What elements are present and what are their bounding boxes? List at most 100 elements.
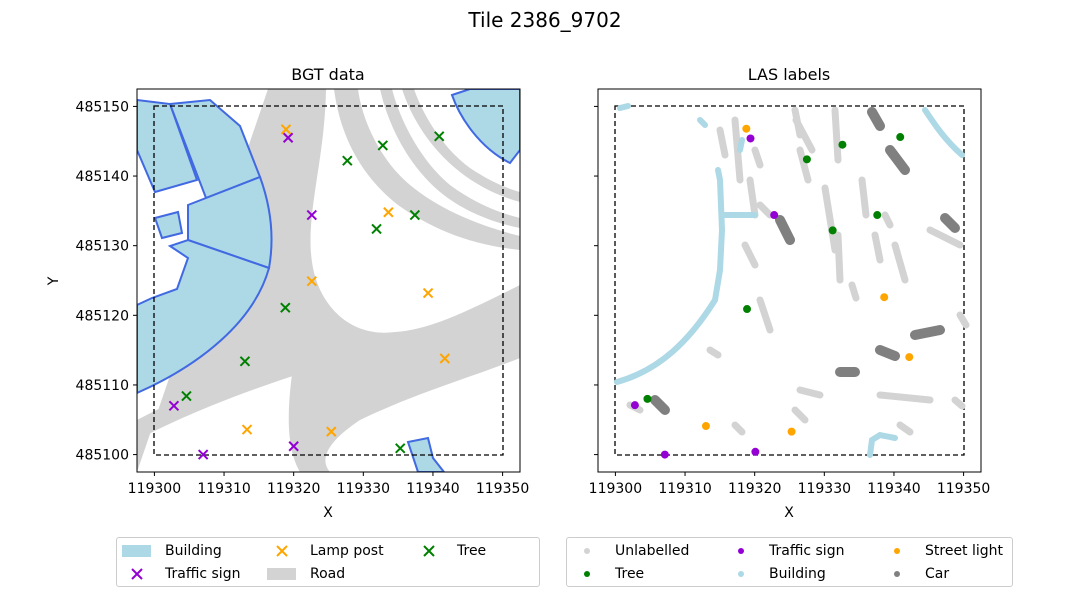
lamp-post-marker <box>422 287 434 299</box>
tree-marker <box>280 302 291 313</box>
tree-marker <box>434 131 445 142</box>
road-curve-3 <box>402 89 520 202</box>
legend-label: Building <box>165 543 222 559</box>
traffic-sign-point <box>630 401 639 410</box>
x-tick-label: 119340 <box>867 481 920 497</box>
tree-point <box>743 305 752 314</box>
street-light-point <box>742 124 751 133</box>
las-xlabel: X <box>784 505 794 521</box>
bgt-panel: BGT data 119300 119310 119320 119330 119340 1… <box>46 65 529 521</box>
figure-title: Tile 2386_9702 <box>467 8 621 32</box>
legend-swatch <box>131 568 143 580</box>
street-light-point <box>787 427 796 436</box>
bgt-building-layer <box>137 89 520 472</box>
y-tick-label: 485150 <box>76 99 129 115</box>
legend-label: Traffic sign <box>165 566 241 582</box>
las-title: LAS labels <box>748 65 831 84</box>
tree-point <box>896 133 905 142</box>
tree-marker <box>409 209 421 221</box>
y-tick-label: 485130 <box>76 239 129 255</box>
las-point-clusters <box>614 103 970 458</box>
legend-swatch <box>584 548 590 554</box>
building-polygon <box>137 98 199 194</box>
legend-swatch <box>894 571 900 577</box>
legend-label: Traffic sign <box>769 543 845 559</box>
legend-swatch <box>738 548 744 554</box>
tree-point <box>802 155 811 164</box>
x-tick-label: 119330 <box>798 481 851 497</box>
traffic-sign-point <box>746 134 755 143</box>
y-tick-label: 485100 <box>76 448 129 464</box>
x-tick-label: 119320 <box>267 481 320 497</box>
lamp-post-marker <box>241 424 253 435</box>
street-light-point <box>880 293 889 302</box>
tree-marker <box>181 390 192 402</box>
legend-swatch <box>584 571 590 577</box>
y-tick-label: 485110 <box>76 378 129 394</box>
legend-swatch <box>738 571 744 577</box>
bgt-markers <box>168 124 451 460</box>
tree-marker <box>342 155 353 166</box>
lamp-post-marker <box>280 124 292 135</box>
las-legend: Unlabelled Tree Traffic sign Building Street… <box>566 537 1013 587</box>
x-tick-label: 119310 <box>197 481 250 497</box>
bgt-ticks: 119300 119310 119320 119330 119340 119350 4851… <box>76 99 530 497</box>
lamp-post-marker <box>439 353 451 364</box>
building-polygon <box>137 238 271 395</box>
traffic-sign-marker <box>282 132 294 143</box>
legend-swatch <box>122 545 151 557</box>
building-polygon <box>406 436 446 472</box>
tree-point <box>643 394 652 403</box>
x-tick-label: 119300 <box>128 481 181 497</box>
tree-point <box>828 226 837 235</box>
legend-label: Road <box>310 566 346 582</box>
road-curve-2 <box>380 89 520 228</box>
las-markers <box>630 124 914 459</box>
tree-marker <box>395 443 406 454</box>
x-tick-label: 119340 <box>406 481 459 497</box>
tree-point <box>838 140 847 149</box>
unlabelled-points <box>626 106 970 436</box>
lamp-post-marker <box>383 207 394 218</box>
street-light-point <box>701 422 710 431</box>
tree-marker <box>239 356 251 367</box>
road-lower-left <box>137 355 296 440</box>
x-tick-label: 119320 <box>728 481 781 497</box>
road-curve-1 <box>334 89 520 250</box>
tree-marker <box>377 140 389 151</box>
traffic-sign-marker <box>306 209 317 221</box>
bgt-axes-frame <box>136 88 521 473</box>
x-tick-label: 119350 <box>937 481 990 497</box>
bgt-legend: Building Traffic sign Lamp post Road Tree <box>116 537 540 587</box>
legend-label: Tree <box>457 543 487 559</box>
street-light-point <box>905 353 914 362</box>
las-panel: LAS labels 119300 119310 119320 119330 11934… <box>589 65 991 521</box>
tree-point <box>873 211 882 220</box>
lamp-post-marker <box>326 426 337 437</box>
traffic-sign-marker <box>197 449 209 460</box>
traffic-sign-point <box>770 211 779 220</box>
legend-label: Street light <box>925 543 1004 559</box>
road-area <box>137 89 520 472</box>
lamp-post-marker <box>306 275 317 287</box>
y-tick-label: 485120 <box>76 308 129 324</box>
x-tick-label: 119330 <box>337 481 390 497</box>
traffic-sign-point <box>660 450 669 459</box>
car-points <box>650 107 960 415</box>
legend-label: Tree <box>615 566 645 582</box>
legend-swatch <box>267 568 296 580</box>
las-axes-frame <box>597 88 982 473</box>
legend-label: Building <box>769 566 826 582</box>
las-ticks: 119300 119310 119320 119330 119340 119350 <box>589 105 990 497</box>
legend-label: Car <box>925 566 950 582</box>
building-polygon <box>450 89 520 165</box>
legend-label: Unlabelled <box>615 543 690 559</box>
bgt-ylabel: Y <box>46 276 62 286</box>
building-points <box>614 103 965 458</box>
traffic-sign-marker <box>288 441 299 452</box>
building-polygon <box>168 98 262 200</box>
traffic-sign-point <box>751 447 760 456</box>
building-polygon <box>153 210 184 240</box>
legend-swatch <box>276 545 288 557</box>
